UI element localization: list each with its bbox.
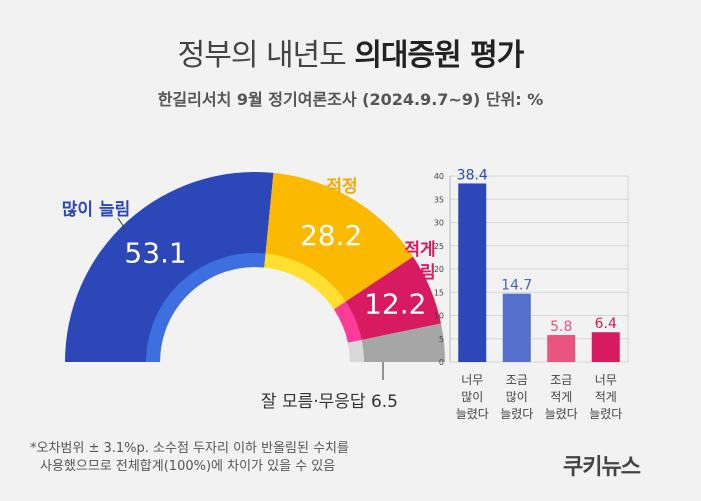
leader-line-many bbox=[117, 217, 127, 231]
bar-value-label-2: 5.8 bbox=[550, 319, 572, 335]
y-tick-label-0: 0 bbox=[439, 358, 444, 367]
footnote: *오차범위 ± 3.1%p. 소수점 두자리 이하 반올림된 수치를 사용했으므… bbox=[30, 440, 349, 476]
bar-1 bbox=[502, 293, 531, 362]
bar-value-label-3: 6.4 bbox=[595, 316, 617, 332]
y-tick-label-4: 20 bbox=[434, 265, 444, 274]
bar-category-label-2-0: 조금 bbox=[550, 373, 572, 387]
donut-value-label-2: 12.2 bbox=[364, 287, 426, 320]
y-tick-label-5: 25 bbox=[434, 242, 444, 251]
footnote-line-1: *오차범위 ± 3.1%p. 소수점 두자리 이하 반올림된 수치를 bbox=[30, 441, 349, 456]
bar-category-label-2-1: 적게 bbox=[550, 390, 572, 404]
bar-value-label-0: 38.4 bbox=[457, 167, 488, 183]
y-tick-label-2: 10 bbox=[434, 312, 444, 321]
bar-0 bbox=[458, 183, 487, 362]
y-tick-label-8: 40 bbox=[434, 172, 444, 181]
title-normal: 정부의 내년도 bbox=[177, 38, 355, 73]
bar-3 bbox=[591, 332, 620, 362]
label-adequate: 적정 bbox=[326, 177, 357, 197]
page-subtitle: 한길리서치 9월 정기여론조사 (2024.9.7~9) 단위: % bbox=[157, 90, 544, 109]
bar-category-label-1-1: 많이 bbox=[506, 390, 528, 404]
footnote-line-2: 사용했으므로 전체합계(100%)에 차이가 있을 수 있음 bbox=[40, 459, 336, 474]
brand-logo: 쿠키뉴스 bbox=[563, 455, 641, 480]
label-unknown: 잘 모름·무응답 6.5 bbox=[261, 392, 398, 412]
y-tick-label-3: 15 bbox=[434, 288, 444, 297]
page-title: 정부의 내년도 의대증원 평가 bbox=[0, 30, 701, 74]
title-bold: 의대증원 평가 bbox=[354, 38, 524, 73]
label-few-line1: 적게 bbox=[404, 240, 435, 260]
donut-slice-3 bbox=[348, 323, 445, 362]
bar-category-label-3-2: 늘렸다 bbox=[589, 407, 622, 421]
bar-category-label-3-1: 적게 bbox=[595, 390, 617, 404]
donut-value-label-0: 53.1 bbox=[124, 236, 186, 269]
bar-2 bbox=[547, 335, 576, 362]
donut-inner-ring-0 bbox=[146, 253, 266, 362]
bar-category-label-0-2: 늘렸다 bbox=[456, 407, 489, 421]
donut-inner-ring-2 bbox=[334, 301, 362, 343]
bar-category-label-1-0: 조금 bbox=[506, 373, 528, 387]
donut-value-label-1: 28.2 bbox=[300, 219, 362, 252]
y-tick-label-1: 5 bbox=[439, 335, 444, 344]
donut-inner-ring-3 bbox=[348, 339, 364, 362]
donut-inner-ring-1 bbox=[264, 253, 346, 310]
bar-category-label-3-0: 너무 bbox=[595, 373, 617, 387]
bar-category-label-0-1: 많이 bbox=[461, 390, 483, 404]
bar-value-label-1: 14.7 bbox=[501, 278, 532, 294]
label-many: 많이 늘림 bbox=[62, 200, 130, 220]
label-few-line2: 늘림 bbox=[404, 263, 435, 283]
donut-slice-2 bbox=[334, 256, 442, 343]
donut-slice-0 bbox=[65, 172, 274, 362]
y-tick-label-6: 30 bbox=[434, 219, 444, 228]
bar-category-label-1-2: 늘렸다 bbox=[500, 407, 533, 421]
bar-category-label-2-2: 늘렸다 bbox=[545, 407, 578, 421]
y-tick-label-7: 35 bbox=[434, 195, 444, 204]
bar-category-label-0-0: 너무 bbox=[461, 373, 483, 387]
